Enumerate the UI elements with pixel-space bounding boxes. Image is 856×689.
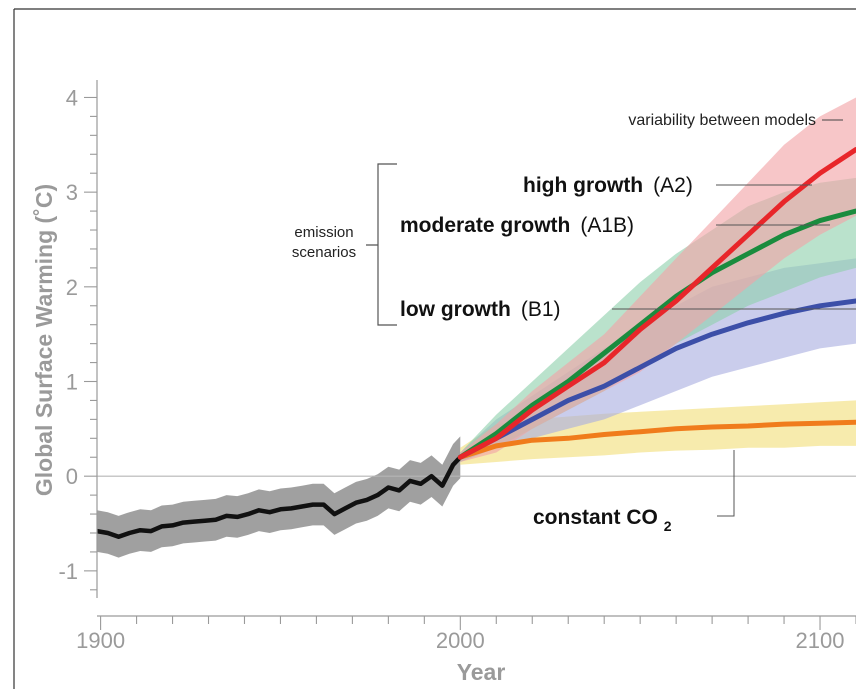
moderate-growth-label: moderate growth (A1B) bbox=[400, 214, 634, 237]
constant-co2-main: constant CO bbox=[533, 506, 658, 529]
x-tick-label: 1900 bbox=[76, 628, 125, 653]
line-constant bbox=[457, 419, 856, 460]
high-growth-code: (A2) bbox=[653, 174, 693, 197]
historical-band bbox=[97, 436, 461, 558]
y-tick-label: 4 bbox=[66, 85, 78, 110]
low-growth-label: low growth (B1) bbox=[400, 298, 561, 321]
y-tick-label: 3 bbox=[66, 180, 78, 205]
band-high bbox=[460, 97, 856, 462]
y-tick-label: 2 bbox=[66, 275, 78, 300]
line-low bbox=[457, 298, 856, 460]
emission-label-2: scenarios bbox=[292, 244, 356, 261]
high-growth-label: high growth (A2) bbox=[523, 174, 693, 197]
y-tick-label: 0 bbox=[66, 464, 78, 489]
y-axis-title: Global Surface Warming (˚C) bbox=[31, 184, 57, 496]
axes-layer: -1 0 1 2 3 4 1900 2000 2100 bbox=[58, 80, 856, 653]
constant-co2-leader bbox=[717, 450, 735, 517]
lines-layer bbox=[96, 147, 856, 540]
moderate-growth-code: (A1B) bbox=[580, 214, 634, 237]
line-high bbox=[457, 147, 856, 460]
constant-co2-sub: 2 bbox=[664, 518, 672, 534]
variability-label: variability between models bbox=[628, 112, 816, 129]
historical-line bbox=[96, 455, 462, 540]
low-growth-name: low growth bbox=[400, 298, 511, 321]
x-axis-title: Year bbox=[457, 659, 506, 685]
x-tick-label: 2000 bbox=[436, 628, 485, 653]
y-tick-label: 1 bbox=[66, 370, 78, 395]
constant-co2-label: constant CO 2 bbox=[533, 506, 672, 534]
emission-label-1: emission bbox=[294, 224, 353, 241]
moderate-growth-name: moderate growth bbox=[400, 214, 570, 237]
line-moderate bbox=[457, 208, 856, 460]
low-growth-code: (B1) bbox=[521, 298, 561, 321]
emission-bracket bbox=[366, 163, 397, 326]
bands-layer bbox=[97, 97, 856, 558]
high-growth-name: high growth bbox=[523, 174, 643, 197]
y-tick-label: -1 bbox=[58, 559, 78, 584]
x-tick-label: 2100 bbox=[796, 628, 845, 653]
